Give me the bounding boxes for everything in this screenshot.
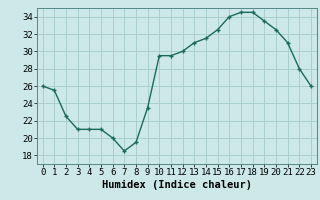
X-axis label: Humidex (Indice chaleur): Humidex (Indice chaleur) — [102, 180, 252, 190]
